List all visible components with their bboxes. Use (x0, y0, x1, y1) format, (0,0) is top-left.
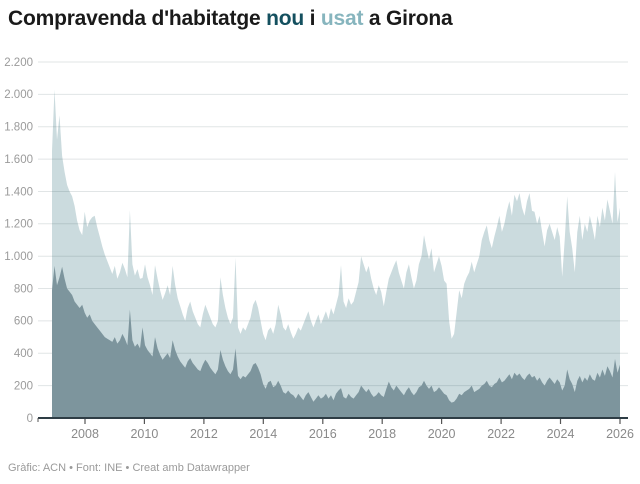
nou-area (52, 265, 620, 418)
title-series-nou: nou (266, 7, 304, 30)
title-part3: a Girona (363, 7, 453, 30)
y-axis-label: 2.200 (4, 57, 33, 69)
y-axis-label: 200 (14, 380, 33, 392)
y-axis-label: 1.000 (4, 251, 33, 263)
x-axis-label: 2008 (71, 427, 99, 441)
usat-area (52, 89, 620, 418)
title-sep: i (303, 7, 321, 30)
title-part1: Compravenda d'habitatge (8, 7, 267, 30)
x-axis-label: 2024 (547, 427, 575, 441)
y-axis-label: 1.400 (4, 186, 33, 198)
y-axis-label: 800 (14, 283, 33, 295)
y-axis-label: 1.600 (4, 154, 33, 166)
chart-footer-credits: Gràfic: ACN • Font: INE • Creat amb Data… (8, 462, 250, 474)
y-axis-label: 0 (27, 413, 33, 425)
x-axis-label: 2016 (309, 427, 337, 441)
x-axis-label: 2014 (249, 427, 277, 441)
x-axis-label: 2012 (190, 427, 218, 441)
x-axis-label: 2020 (428, 427, 456, 441)
x-axis-label: 2022 (487, 427, 515, 441)
y-axis-label: 600 (14, 316, 33, 328)
title-series-usat: usat (320, 7, 364, 30)
y-axis-label: 1.200 (4, 219, 33, 231)
chart-title: Compravenda d'habitatge nou i usat a Gir… (8, 6, 628, 31)
x-axis-label: 2026 (606, 427, 634, 441)
x-axis-label: 2010 (130, 427, 158, 441)
y-axis-label: 1.800 (4, 122, 33, 134)
x-axis-label: 2018 (368, 427, 396, 441)
y-axis-label: 2.000 (4, 89, 33, 101)
y-axis-label: 400 (14, 348, 33, 360)
